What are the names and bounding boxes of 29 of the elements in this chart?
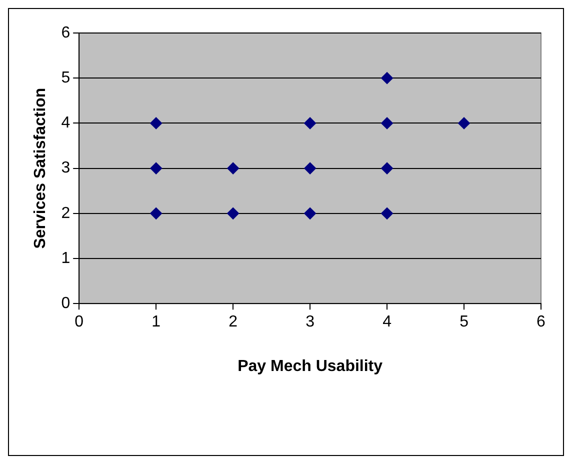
- x-tick-label: 4: [382, 314, 392, 331]
- point: [381, 72, 394, 84]
- point: [381, 207, 394, 220]
- x-tick-label: 6: [536, 314, 546, 331]
- x-tick-label: 2: [228, 314, 238, 331]
- y-tick-label: 3: [61, 160, 70, 177]
- x-tick-label: 0: [74, 314, 84, 331]
- point: [304, 207, 316, 220]
- x-tick-label: 5: [460, 314, 469, 331]
- point: [381, 117, 394, 130]
- x-tick-label: 3: [306, 314, 315, 331]
- y-tick-label: 5: [61, 70, 70, 87]
- point: [227, 207, 240, 220]
- y-axis-title: Services Satisfaction: [32, 88, 50, 249]
- point: [150, 207, 162, 220]
- point: [304, 117, 316, 130]
- x-tick-label: 1: [152, 314, 161, 331]
- point: [150, 162, 162, 174]
- point: [381, 162, 394, 174]
- point: [458, 117, 470, 130]
- point: [304, 162, 316, 174]
- x-axis-title: Pay Mech Usability: [238, 358, 383, 375]
- y-tick-label: 6: [61, 24, 70, 42]
- y-tick-label: 2: [61, 204, 70, 222]
- y-tick-label: 0: [61, 295, 70, 312]
- point: [227, 162, 240, 174]
- point: [150, 117, 162, 130]
- y-tick-label: 4: [61, 114, 70, 132]
- y-tick-label: 1: [61, 250, 70, 267]
